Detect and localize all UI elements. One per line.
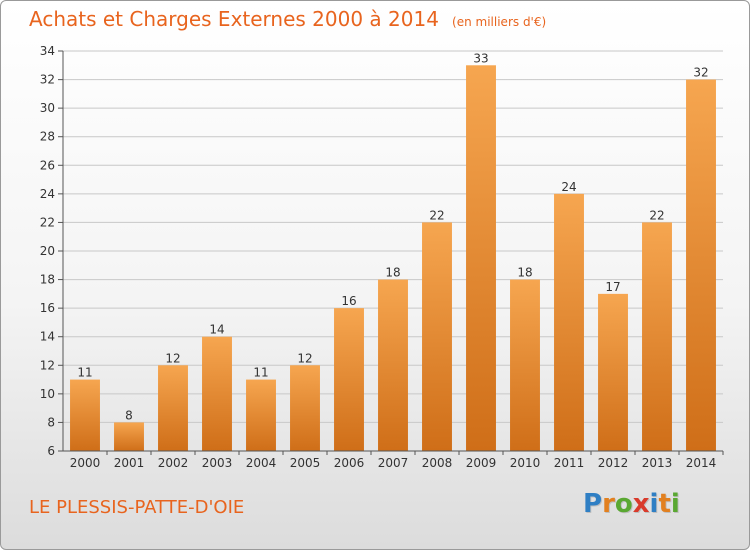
data-label: 32	[693, 66, 708, 80]
bar	[246, 379, 276, 451]
bar	[114, 422, 144, 451]
y-tick-label: 10	[40, 387, 55, 401]
data-label: 22	[429, 208, 444, 222]
bar	[378, 279, 408, 451]
data-label: 12	[297, 351, 312, 365]
bar	[422, 222, 452, 451]
data-label: 11	[253, 366, 268, 380]
bar	[466, 65, 496, 452]
logo-letter: P	[583, 489, 603, 519]
data-label: 18	[385, 266, 400, 280]
x-tick-label: 2010	[510, 456, 541, 470]
data-label: 33	[473, 51, 488, 65]
chart-title: Achats et Charges Externes 2000 à 2014	[29, 7, 439, 31]
x-tick-label: 2004	[246, 456, 277, 470]
chart-title-line: Achats et Charges Externes 2000 à 2014 (…	[29, 7, 546, 31]
bars-layer	[70, 65, 716, 452]
logo-letter: o	[614, 489, 633, 519]
bar	[510, 279, 540, 451]
y-tick-label: 24	[40, 187, 55, 201]
proxiti-logo[interactable]: Proxiti	[583, 489, 680, 519]
data-label: 16	[341, 294, 356, 308]
labels-layer: 11 8 12 14 11 12 16 18 22 33 18 24 17 22 32	[77, 51, 708, 422]
x-tick-label: 2001	[114, 456, 145, 470]
x-tick-label: 2003	[202, 456, 233, 470]
bar	[642, 222, 672, 451]
bar	[686, 79, 716, 452]
axis-layer: 6 8 10 12 14 16 18 20 22 24 26 28 30 32 34 2000 2001 2002…	[40, 44, 724, 470]
x-tick-label: 2002	[158, 456, 189, 470]
chart-unit: (en milliers d'€)	[452, 15, 547, 29]
data-label: 24	[561, 180, 576, 194]
x-tick-label: 2012	[598, 456, 629, 470]
y-tick-label: 28	[40, 130, 55, 144]
logo-letter: t	[658, 489, 671, 519]
x-tick-label: 2014	[686, 456, 717, 470]
x-tick-label: 2005	[290, 456, 321, 470]
y-tick-label: 12	[40, 358, 55, 372]
y-tick-label: 18	[40, 273, 55, 287]
y-tick-label: 26	[40, 158, 55, 172]
x-tick-label: 2007	[378, 456, 409, 470]
y-tick-label: 32	[40, 73, 55, 87]
bar	[70, 379, 100, 451]
bar	[334, 308, 364, 451]
bar	[554, 193, 584, 451]
data-label: 18	[517, 266, 532, 280]
bar	[290, 365, 320, 451]
y-tick-label: 6	[47, 444, 55, 458]
y-tick-label: 14	[40, 330, 55, 344]
bar	[202, 336, 232, 451]
y-tick-label: 8	[47, 415, 55, 429]
bar	[158, 365, 188, 451]
commune-name: LE PLESSIS-PATTE-D'OIE	[29, 497, 245, 518]
y-tick-label: 34	[40, 44, 55, 58]
logo-letter: r	[602, 489, 615, 519]
bar	[598, 293, 628, 451]
x-tick-label: 2013	[642, 456, 673, 470]
data-label: 8	[125, 408, 133, 422]
x-tick-label: 2011	[554, 456, 585, 470]
x-tick-label: 2009	[466, 456, 497, 470]
y-tick-label: 22	[40, 215, 55, 229]
data-label: 11	[77, 366, 92, 380]
data-label: 12	[165, 351, 180, 365]
y-tick-label: 16	[40, 301, 55, 315]
logo-letter: x	[632, 489, 650, 519]
y-tick-label: 20	[40, 244, 55, 258]
logo-letter: i	[649, 489, 659, 519]
data-label: 14	[209, 323, 224, 337]
y-tick-label: 30	[40, 101, 55, 115]
logo-letter: i	[670, 489, 680, 519]
data-label: 17	[605, 280, 620, 294]
x-tick-label: 2000	[70, 456, 101, 470]
data-label: 22	[649, 208, 664, 222]
x-tick-label: 2006	[334, 456, 365, 470]
x-tick-label: 2008	[422, 456, 453, 470]
